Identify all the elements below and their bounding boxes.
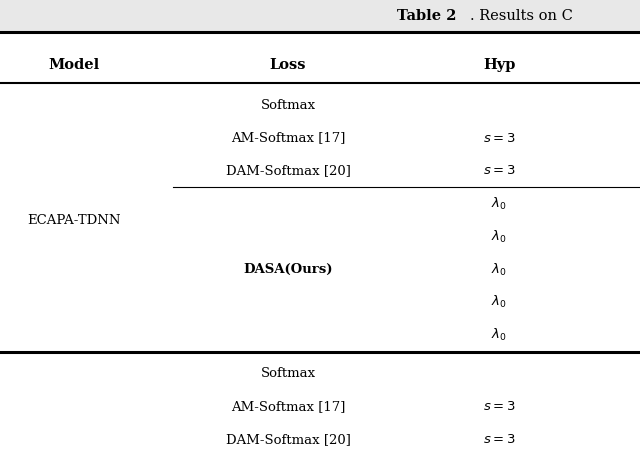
Text: $s = 3$: $s = 3$ [483, 433, 515, 446]
Text: Hyp: Hyp [483, 58, 515, 72]
Text: $\lambda_0$: $\lambda_0$ [492, 196, 507, 212]
Text: $\lambda_0$: $\lambda_0$ [492, 294, 507, 310]
Text: $\lambda_0$: $\lambda_0$ [492, 327, 507, 343]
Text: AM-Softmax [17]: AM-Softmax [17] [231, 131, 345, 144]
Text: $\lambda_0$: $\lambda_0$ [492, 261, 507, 278]
Text: DAM-Softmax [20]: DAM-Softmax [20] [225, 433, 351, 446]
Text: $\lambda_0$: $\lambda_0$ [492, 229, 507, 245]
Text: DASA(Ours): DASA(Ours) [243, 263, 333, 276]
Text: DAM-Softmax [20]: DAM-Softmax [20] [225, 164, 351, 177]
Text: $s = 3$: $s = 3$ [483, 400, 515, 413]
Text: ECAPA-TDNN: ECAPA-TDNN [27, 214, 120, 227]
Text: Model: Model [48, 58, 99, 72]
Text: . Results on C: . Results on C [470, 9, 573, 23]
Text: $s = 3$: $s = 3$ [483, 131, 515, 144]
Text: AM-Softmax [17]: AM-Softmax [17] [231, 400, 345, 413]
Text: Softmax: Softmax [260, 367, 316, 380]
Bar [0, 0, 640, 32]
Text: $s = 3$: $s = 3$ [483, 164, 515, 177]
Text: Loss: Loss [269, 58, 307, 72]
Text: Softmax: Softmax [260, 99, 316, 112]
Text: Table 2: Table 2 [397, 9, 456, 23]
